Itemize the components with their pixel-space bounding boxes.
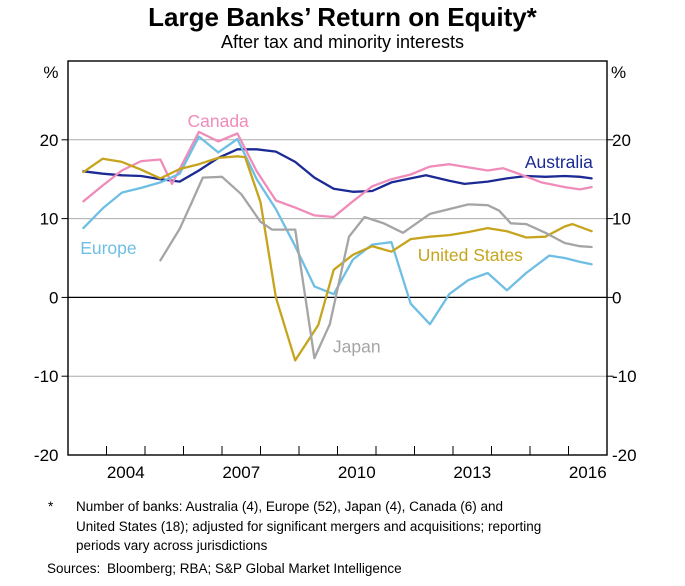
series-label-europe: Europe: [80, 238, 136, 258]
sources-label: Sources:: [47, 561, 101, 576]
y-tick-label-right: -20: [612, 446, 637, 465]
y-tick-label-left: -20: [34, 446, 59, 465]
series-line-canada: [82, 130, 593, 219]
y-tick-label-right: 20: [612, 131, 631, 150]
y-tick-label-left: -10: [34, 367, 59, 386]
y-tick-label-right: -10: [612, 367, 637, 386]
x-tick-label: 2007: [222, 463, 260, 482]
footnote-line: periods vary across jurisdictions: [76, 538, 268, 554]
series-label-australia: Australia: [525, 152, 593, 172]
y-tick-label-left: 20: [40, 131, 59, 150]
sources-text: Bloomberg; RBA; S&P Global Market Intell…: [107, 561, 402, 576]
series-line-europe: [82, 135, 593, 326]
y-tick-label-right: 0: [612, 288, 621, 307]
x-tick-label: 2013: [453, 463, 491, 482]
y-tick-label-left: 10: [40, 210, 59, 229]
chart-svg: 20 2010 100 0-10 -10-20 -20% %2004 2007 2010 2013…: [34, 60, 637, 482]
series-line-united-states: [82, 155, 593, 362]
x-tick-label: 2010: [338, 463, 376, 482]
series-label-canada: Canada: [187, 111, 249, 131]
chart-title: Large Banks’ Return on Equity*: [148, 2, 537, 32]
y-tick-label-right: 10: [612, 210, 631, 229]
y-unit-left: %: [43, 63, 58, 82]
chart-subtitle: After tax and minority interests: [220, 32, 465, 52]
series-line-japan: [159, 175, 593, 360]
series-label-japan: Japan: [333, 336, 381, 356]
y-unit-right: %: [611, 63, 626, 82]
series-label-united-states: United States: [418, 245, 523, 265]
footnote: Number of banks: Australia (4), Europe (…: [76, 497, 546, 556]
y-tick-label-left: 0: [49, 288, 58, 307]
footnote-line: United States (18); adjusted for signifi…: [76, 518, 542, 534]
footnote-line: Number of banks: Australia (4), Europe (…: [76, 499, 503, 514]
series-line-australia: [82, 148, 593, 193]
x-tick-label: 2016: [569, 463, 607, 482]
plot-border: [67, 60, 608, 456]
x-tick-label: 2004: [107, 463, 145, 482]
footnote-marker: *: [48, 499, 54, 514]
